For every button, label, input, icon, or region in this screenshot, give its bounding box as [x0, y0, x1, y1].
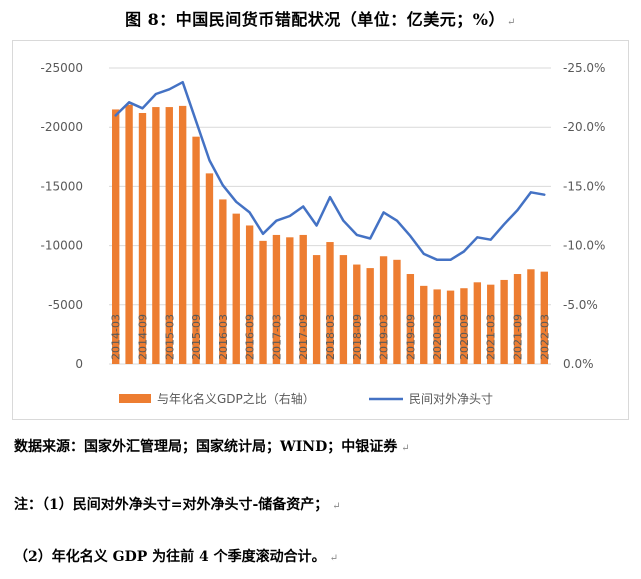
- x-axis-tick-label: 2021-03: [485, 314, 498, 360]
- bar: [460, 288, 468, 364]
- footnote-2-text: （2）年化名义 GDP 为往前 4 个季度滚动合计。: [14, 549, 326, 565]
- bar: [513, 274, 522, 364]
- right-axis-tick-label: -10.0%: [563, 239, 605, 253]
- left-axis-tick-label: -10000: [40, 239, 83, 253]
- x-axis-tick-label: 2015-09: [190, 314, 203, 360]
- bar: [366, 268, 374, 364]
- bar: [406, 274, 415, 364]
- left-axis-tick-label: -20000: [40, 120, 83, 134]
- bar: [473, 282, 482, 364]
- x-axis-tick-label: 2019-03: [378, 314, 391, 360]
- chart-canvas: 0 0.0% -5000 -5.0% -10000 -10.0% -15000 -15.0% -…: [40, 61, 605, 406]
- bar: [138, 112, 147, 364]
- right-axis-tick-label: 0.0%: [563, 357, 594, 371]
- source-note: 数据来源：国家外汇管理局；国家统计局；WIND；中银证券 ↵: [14, 436, 410, 456]
- return-mark: ↵: [332, 501, 341, 512]
- chart-title-text: 图 8：中国民间货币错配状况（单位：亿美元；%）: [125, 10, 506, 29]
- bar: [433, 289, 441, 364]
- x-axis-tick-label: 2018-09: [351, 314, 364, 360]
- legend-label: 民间对外净头寸: [409, 392, 493, 406]
- x-axis-tick-label: 2014-09: [136, 314, 149, 360]
- bar: [299, 234, 307, 364]
- bar: [500, 279, 508, 364]
- bar: [178, 105, 187, 364]
- left-axis-tick-label: -25000: [40, 61, 83, 75]
- bar: [353, 264, 361, 364]
- bar: [152, 107, 160, 365]
- right-axis-tick-label: -20.0%: [563, 120, 605, 134]
- footnote-1-text: 注：（1）民间对外净头寸=对外净头寸-储备资产；: [14, 497, 329, 513]
- bar: [420, 285, 428, 364]
- bar: [259, 240, 267, 364]
- left-axis-tick-label: 0: [75, 357, 83, 371]
- right-axis-tick-label: -15.0%: [563, 179, 605, 193]
- legend-swatch-bar: [119, 394, 151, 403]
- x-axis-tick-label: 2016-03: [217, 314, 230, 360]
- x-axis-tick-label: 2018-03: [324, 314, 337, 360]
- bar: [245, 225, 254, 364]
- bar: [286, 237, 294, 364]
- bar: [312, 255, 321, 364]
- bar: [205, 173, 214, 364]
- bar: [112, 109, 120, 364]
- bar: [339, 255, 348, 364]
- series-line: [114, 80, 546, 262]
- footnote-1: 注：（1）民间对外净头寸=对外净头寸-储备资产； ↵: [14, 494, 341, 514]
- left-axis-tick-label: -15000: [40, 179, 83, 193]
- left-axis-tick-label: -5000: [48, 298, 83, 312]
- bar: [527, 269, 535, 364]
- bar: [487, 284, 495, 364]
- x-axis-tick-label: 2017-09: [297, 314, 310, 360]
- bar: [379, 256, 388, 364]
- x-axis-tick-label: 2016-09: [244, 314, 257, 360]
- return-mark: ↵: [401, 443, 410, 454]
- bar: [540, 271, 548, 364]
- bar: [326, 242, 334, 364]
- x-axis-tick-label: 2017-03: [270, 314, 283, 360]
- x-axis-tick-label: 2022-03: [538, 314, 551, 360]
- legend-label: 与年化名义GDP之比（右轴）: [157, 391, 315, 406]
- bar: [165, 107, 173, 365]
- x-axis-tick-label: 2020-03: [431, 314, 444, 360]
- x-axis-tick-label: 2019-09: [404, 314, 417, 360]
- footnote-2: （2）年化名义 GDP 为往前 4 个季度滚动合计。 ↵: [14, 546, 338, 566]
- x-axis-tick-label: 2021-09: [512, 314, 525, 360]
- bar: [232, 213, 240, 364]
- bar: [393, 259, 401, 364]
- right-axis-tick-label: -25.0%: [563, 61, 605, 75]
- bar: [272, 234, 281, 364]
- chart-title: 图 8：中国民间货币错配状况（单位：亿美元；%） ↵: [0, 6, 641, 30]
- x-axis-tick-label: 2015-03: [163, 314, 176, 360]
- return-mark: ↵: [507, 17, 516, 28]
- x-axis-tick-label: 2014-03: [110, 314, 123, 360]
- bar: [192, 136, 200, 364]
- x-axis-tick-label: 2020-09: [458, 314, 471, 360]
- bar: [125, 104, 133, 365]
- bar: [219, 199, 227, 364]
- chart-frame: 0 0.0% -5000 -5.0% -10000 -10.0% -15000 -15.0% -…: [12, 40, 629, 420]
- right-axis-tick-label: -5.0%: [563, 298, 598, 312]
- bar: [446, 290, 455, 364]
- return-mark: ↵: [329, 553, 338, 564]
- source-note-text: 数据来源：国家外汇管理局；国家统计局；WIND；中银证券: [14, 439, 398, 455]
